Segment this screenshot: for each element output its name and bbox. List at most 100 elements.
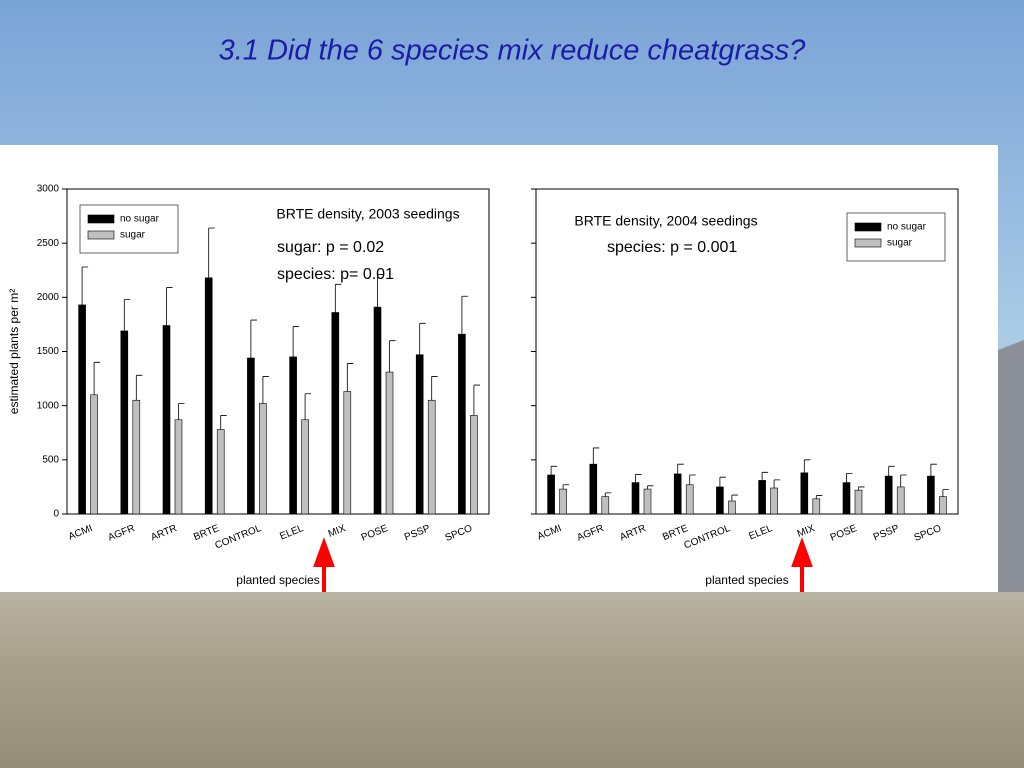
bar — [78, 304, 86, 515]
error-bar — [123, 299, 131, 331]
y-tick-label: 500 — [42, 454, 59, 465]
bar — [247, 357, 255, 515]
error-bar — [604, 492, 612, 497]
bar — [800, 472, 809, 515]
legend-label: sugar — [887, 238, 913, 249]
error-bar — [930, 463, 937, 477]
bar — [289, 356, 297, 515]
bar — [643, 488, 652, 515]
bar — [939, 496, 947, 515]
legend-swatch — [87, 214, 115, 224]
annotation: species: p= 0.01 — [277, 266, 394, 283]
error-bar — [815, 495, 823, 499]
error-bar — [208, 227, 215, 278]
bar — [415, 354, 424, 515]
error-bar — [334, 283, 342, 313]
bar — [770, 487, 778, 515]
error-bar — [93, 361, 101, 395]
annotation: BRTE density, 2004 seedings — [574, 213, 757, 229]
error-bar — [304, 393, 312, 420]
error-bar — [346, 363, 354, 392]
error-bar — [81, 266, 89, 305]
bar — [896, 486, 905, 515]
error-bar — [731, 494, 738, 501]
error-bar — [166, 287, 173, 326]
error-bar — [461, 295, 468, 335]
error-bar — [419, 322, 426, 355]
error-bar — [888, 465, 895, 477]
annotation: species: p = 0.001 — [607, 239, 737, 256]
bar — [673, 473, 682, 515]
bar — [842, 482, 851, 515]
bar — [174, 419, 183, 515]
bar — [301, 419, 309, 515]
error-bar — [761, 471, 769, 481]
error-bar — [550, 465, 558, 475]
error-bar — [846, 472, 853, 483]
error-bar — [135, 374, 143, 401]
bar — [132, 399, 141, 515]
bar — [458, 333, 466, 515]
bar — [884, 475, 893, 515]
y-tick-label: 2000 — [37, 292, 60, 303]
error-bar — [431, 376, 438, 401]
error-bar — [562, 484, 570, 490]
bar — [927, 475, 935, 515]
error-bar — [900, 474, 907, 487]
bar — [589, 463, 598, 515]
bar — [728, 500, 736, 515]
legend-box — [79, 204, 179, 254]
error-bar — [719, 476, 726, 487]
error-bar — [178, 403, 185, 420]
legend-swatch — [854, 222, 882, 232]
slide-title: 3.1 Did the 6 species mix reduce cheatgr… — [219, 35, 807, 67]
y-tick-label: 2500 — [37, 238, 60, 249]
error-bar — [773, 479, 781, 488]
error-bar — [389, 340, 396, 373]
error-bar — [220, 415, 227, 430]
y-tick-label: 0 — [53, 509, 59, 520]
error-bar — [250, 319, 257, 358]
y-tick-label: 1500 — [37, 346, 60, 357]
ground-background — [0, 592, 1024, 768]
x-axis-label: planted species — [236, 573, 319, 587]
legend-box — [846, 212, 946, 262]
bar — [216, 429, 225, 515]
bar — [373, 306, 382, 515]
legend-swatch — [87, 230, 115, 240]
legend-label: sugar — [120, 230, 146, 241]
error-bar — [592, 447, 600, 465]
legend-label: no sugar — [887, 222, 927, 233]
annotation: BRTE density, 2003 seedings — [276, 206, 459, 222]
bar — [343, 391, 352, 515]
bar — [204, 277, 213, 515]
bar — [90, 394, 98, 515]
error-bar — [635, 474, 642, 483]
bar — [162, 325, 171, 515]
bar — [427, 399, 436, 515]
bar — [601, 496, 610, 515]
bar — [559, 488, 567, 515]
mountain — [998, 340, 1024, 600]
error-bar — [473, 384, 480, 416]
error-bar — [377, 274, 384, 308]
error-bar — [942, 489, 949, 497]
error-bar — [677, 463, 684, 474]
bar — [259, 403, 267, 515]
legend-swatch — [854, 238, 882, 248]
y-axis-label: estimated plants per m² — [7, 289, 21, 414]
x-axis-label: planted species — [705, 573, 788, 587]
legend-label: no sugar — [120, 214, 160, 225]
error-bar — [689, 474, 696, 485]
arrow — [313, 537, 813, 592]
error-bar — [858, 486, 865, 491]
bar — [120, 330, 129, 515]
bar — [685, 484, 694, 515]
error-bar — [262, 376, 269, 404]
bar — [812, 498, 821, 515]
error-bar — [647, 485, 654, 490]
bar — [716, 486, 724, 515]
annotation: sugar: p = 0.02 — [277, 239, 384, 256]
bar — [331, 312, 340, 515]
